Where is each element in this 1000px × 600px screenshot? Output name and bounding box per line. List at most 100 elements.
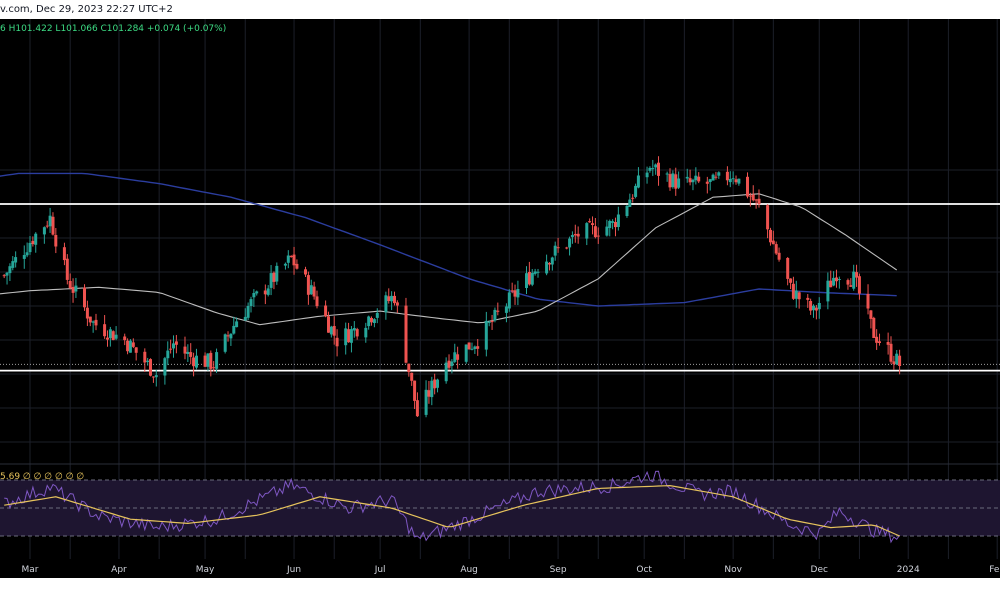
candle-body-216 bbox=[869, 310, 873, 319]
source-timestamp: v.com, Dec 29, 2023 22:27 UTC+2 bbox=[0, 4, 173, 15]
candle-body-163 bbox=[654, 164, 658, 168]
candle-body-166 bbox=[668, 174, 672, 188]
candle-body-40 bbox=[163, 358, 167, 376]
candle-body-43 bbox=[172, 343, 175, 349]
candle-body-111 bbox=[447, 360, 451, 368]
candle-body-173 bbox=[694, 175, 698, 181]
candle-body-138 bbox=[553, 245, 557, 256]
candle-body-30 bbox=[123, 336, 127, 341]
candle-body-174 bbox=[697, 176, 701, 182]
x-tick-label-11: Feb bbox=[989, 565, 1000, 575]
candle-body-70 bbox=[283, 263, 287, 266]
candle-body-69 bbox=[275, 265, 279, 282]
candle-body-34 bbox=[134, 347, 138, 353]
candle-body-71 bbox=[286, 255, 290, 263]
chart-area[interactable]: 6 H101.422 L101.066 C101.284 +0.074 (+0.… bbox=[0, 19, 1000, 578]
candle-body-165 bbox=[665, 173, 669, 175]
candle-body-80 bbox=[324, 305, 328, 317]
candle-body-2 bbox=[8, 266, 12, 274]
x-tick-label-2: May bbox=[196, 565, 215, 575]
candle-body-185 bbox=[746, 176, 749, 197]
candle-body-79 bbox=[315, 296, 319, 307]
horizontal-levels[interactable] bbox=[0, 203, 1000, 372]
candle-body-153 bbox=[614, 222, 617, 228]
candle-body-59 bbox=[235, 321, 239, 328]
candle-body-11 bbox=[45, 225, 49, 227]
candle-body-198 bbox=[794, 290, 798, 299]
candle-body-8 bbox=[31, 240, 35, 245]
candle-body-47 bbox=[189, 352, 193, 357]
candle-body-224 bbox=[898, 355, 902, 366]
candle-body-118 bbox=[473, 346, 477, 349]
price-chart-svg[interactable]: 6 H101.422 L101.066 C101.284 +0.074 (+0.… bbox=[0, 19, 1000, 578]
candle-body-221 bbox=[889, 343, 893, 362]
candle-body-36 bbox=[146, 360, 150, 362]
candle-body-208 bbox=[835, 277, 838, 282]
candle-body-133 bbox=[533, 271, 537, 274]
x-tick-label-9: Dec bbox=[811, 565, 828, 575]
candle-body-5 bbox=[22, 255, 26, 259]
candle-body-58 bbox=[232, 325, 236, 334]
candle-body-130 bbox=[525, 273, 528, 288]
candle-body-28 bbox=[111, 331, 115, 341]
candle-body-14 bbox=[54, 235, 58, 247]
candle-body-77 bbox=[309, 285, 313, 295]
x-tick-label-6: Sep bbox=[550, 565, 567, 575]
candle-body-177 bbox=[711, 174, 715, 181]
candle-body-188 bbox=[754, 199, 758, 201]
candle-body-66 bbox=[266, 288, 270, 295]
candle-body-29 bbox=[114, 334, 118, 339]
candle-body-222 bbox=[892, 361, 896, 365]
candle-body-179 bbox=[717, 172, 721, 176]
candle-body-78 bbox=[312, 286, 316, 297]
candle-body-134 bbox=[536, 271, 540, 273]
candle-body-212 bbox=[852, 271, 856, 289]
candle-body-156 bbox=[628, 199, 632, 207]
candle-body-223 bbox=[895, 353, 899, 365]
candle-body-142 bbox=[570, 235, 574, 238]
candle-body-115 bbox=[464, 344, 468, 362]
candle-body-136 bbox=[548, 263, 551, 265]
candle-body-102 bbox=[410, 372, 414, 381]
candle-body-1 bbox=[5, 272, 9, 276]
candle-body-199 bbox=[797, 292, 801, 300]
candle-body-189 bbox=[757, 198, 761, 205]
candle-body-218 bbox=[875, 336, 879, 343]
candle-body-139 bbox=[556, 247, 560, 249]
candle-body-41 bbox=[166, 350, 170, 359]
candle-body-95 bbox=[384, 295, 388, 313]
candle-body-92 bbox=[370, 318, 373, 323]
candle-body-64 bbox=[255, 291, 259, 294]
x-tick-label-0: Mar bbox=[22, 565, 39, 575]
candle-body-106 bbox=[427, 390, 431, 397]
x-tick-label-7: Oct bbox=[636, 565, 652, 575]
grid-lines bbox=[0, 19, 1000, 559]
candle-body-21 bbox=[85, 307, 89, 319]
candle-body-22 bbox=[88, 316, 92, 323]
candle-body-211 bbox=[849, 285, 853, 287]
candle-body-61 bbox=[246, 306, 250, 318]
candle-body-183 bbox=[734, 179, 738, 183]
candle-body-195 bbox=[786, 258, 790, 279]
candle-body-172 bbox=[691, 179, 695, 183]
candle-body-54 bbox=[215, 352, 219, 369]
candle-body-72 bbox=[289, 256, 293, 257]
candle-body-176 bbox=[708, 179, 712, 182]
candle-body-155 bbox=[625, 206, 629, 216]
candle-body-209 bbox=[837, 279, 841, 280]
candle-body-74 bbox=[295, 263, 299, 269]
candle-body-55 bbox=[223, 334, 227, 352]
candle-body-104 bbox=[415, 400, 419, 417]
candle-body-45 bbox=[183, 346, 187, 354]
x-tick-label-4: Jul bbox=[374, 565, 386, 575]
candle-body-75 bbox=[304, 269, 307, 275]
candle-body-83 bbox=[332, 326, 336, 336]
candle-body-145 bbox=[585, 223, 589, 239]
candle-body-127 bbox=[510, 290, 514, 292]
candle-body-131 bbox=[527, 272, 531, 285]
candle-body-19 bbox=[74, 285, 78, 292]
candle-body-137 bbox=[550, 257, 554, 265]
candle-body-168 bbox=[674, 174, 678, 189]
candle-body-56 bbox=[226, 335, 230, 337]
candle-body-24 bbox=[94, 319, 98, 326]
